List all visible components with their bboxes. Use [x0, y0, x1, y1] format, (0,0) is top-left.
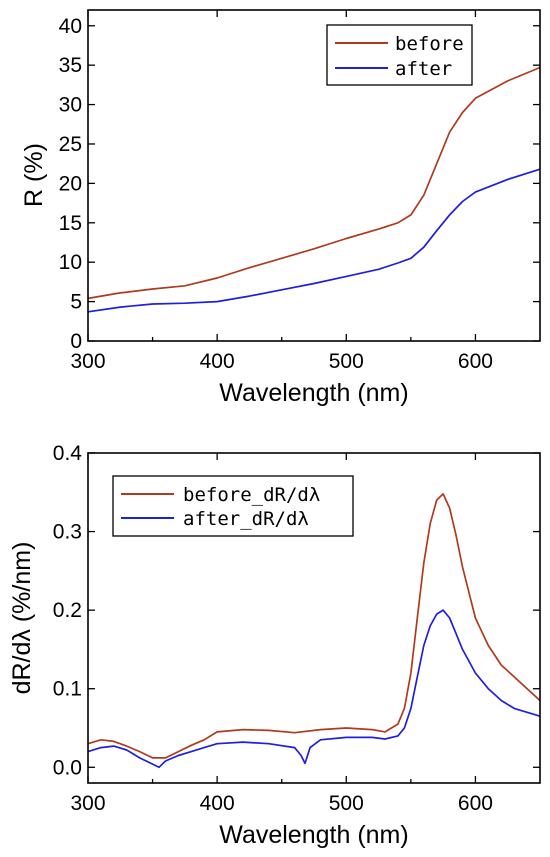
x-tick-label: 600 — [458, 792, 493, 815]
y-tick-label: 0 — [70, 330, 82, 353]
legend-label-after: after_dR/dλ — [183, 508, 309, 530]
y-tick-label: 30 — [59, 94, 82, 117]
x-tick-label: 400 — [200, 792, 235, 815]
y-tick-label: 0.2 — [53, 599, 82, 622]
x-tick-label: 400 — [200, 350, 235, 373]
ticks-layer: 300 400 500 600 0.0 0.1 0.2 0.3 0.4 — [53, 442, 540, 815]
x-tick-label: 300 — [70, 792, 105, 815]
series-line-after — [87, 168, 541, 313]
legend: before after — [326, 24, 473, 86]
ticks-layer: 300 400 500 600 0 5 10 15 20 25 30 35 40 — [59, 10, 540, 373]
y-axis-title: R (%) — [20, 143, 48, 207]
plot-frame — [87, 452, 541, 784]
y-tick-label: 0.0 — [53, 756, 82, 779]
reflectance-chart: 300 400 500 600 0 5 10 15 20 25 30 35 40 Wavelength … — [20, 9, 541, 407]
legend: before_dR/dλ after_dR/dλ — [112, 475, 354, 537]
y-axis-title: dR/dλ (%/nm) — [8, 542, 36, 695]
legend-box — [326, 24, 473, 86]
y-tick-label: 35 — [59, 54, 82, 77]
y-tick-label: 40 — [59, 15, 82, 38]
y-tick-label: 10 — [59, 251, 82, 274]
y-tick-label: 0.3 — [53, 521, 82, 544]
legend-box — [112, 475, 354, 537]
series-line-before — [87, 66, 541, 300]
series-layer — [87, 66, 541, 313]
y-tick-label: 0.4 — [53, 442, 83, 465]
x-axis-title: Wavelength (nm) — [219, 379, 408, 407]
y-tick-label: 0.1 — [53, 678, 82, 701]
x-tick-label: 300 — [70, 350, 105, 373]
series-line-after — [87, 609, 541, 769]
y-tick-label: 20 — [59, 172, 82, 195]
x-tick-label: 600 — [458, 350, 493, 373]
y-tick-label: 15 — [59, 212, 82, 235]
series-line-before — [87, 493, 541, 759]
x-tick-label: 500 — [329, 792, 364, 815]
y-tick-label: 5 — [70, 291, 82, 314]
plot-frame — [87, 9, 541, 342]
derivative-chart: 300 400 500 600 0.0 0.1 0.2 0.3 0.4 Wavelength (… — [8, 442, 541, 849]
legend-label-after: after — [395, 58, 452, 80]
legend-label-before: before_dR/dλ — [183, 484, 320, 506]
x-tick-label: 500 — [329, 350, 364, 373]
x-axis-title: Wavelength (nm) — [219, 821, 408, 849]
legend-label-before: before — [395, 33, 464, 55]
y-tick-label: 25 — [59, 133, 82, 156]
series-layer — [87, 493, 541, 769]
